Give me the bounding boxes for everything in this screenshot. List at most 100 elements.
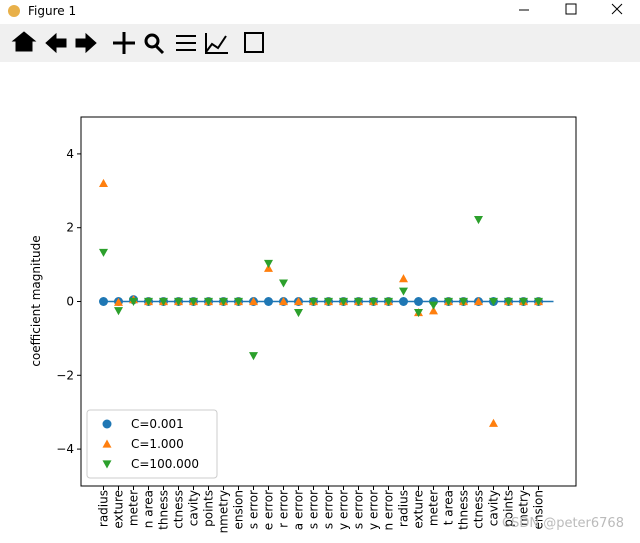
marker xyxy=(174,297,183,306)
marker xyxy=(414,297,423,306)
marker xyxy=(99,248,108,257)
x-tick-label: ension xyxy=(232,490,246,530)
x-tick-label: exture xyxy=(112,490,126,529)
x-tick-label: exture xyxy=(412,490,426,529)
x-tick-label: n error xyxy=(382,490,396,531)
marker xyxy=(102,419,112,429)
legend-label: C=0.001 xyxy=(131,417,184,431)
x-tick-label: ension xyxy=(532,490,546,530)
y-tick-label: 4 xyxy=(66,147,74,161)
x-tick-label: y error xyxy=(337,490,351,530)
marker xyxy=(384,297,393,306)
marker xyxy=(309,297,318,306)
x-tick-label: thness xyxy=(457,490,471,530)
marker xyxy=(414,308,423,318)
marker xyxy=(444,297,453,306)
x-tick-label: thness xyxy=(157,490,171,530)
marker xyxy=(114,307,123,316)
marker xyxy=(429,301,438,310)
marker xyxy=(489,418,498,427)
x-tick-label: s error xyxy=(247,490,261,529)
marker xyxy=(504,297,513,306)
marker xyxy=(354,297,363,306)
x-tick-label: t area xyxy=(442,490,456,525)
maximize-button[interactable] xyxy=(565,3,577,15)
x-tick-label: cavity xyxy=(187,490,201,526)
x-tick-label: cavity xyxy=(487,490,501,526)
title-bar xyxy=(0,0,640,24)
marker xyxy=(399,287,408,296)
marker xyxy=(324,297,333,306)
legend-label: C=1.000 xyxy=(131,437,184,451)
save-button[interactable] xyxy=(244,32,264,53)
marker xyxy=(534,297,543,306)
x-tick-label: radius xyxy=(97,490,111,527)
marker xyxy=(144,297,153,306)
marker xyxy=(474,297,483,306)
marker xyxy=(294,308,303,318)
zoom-button[interactable] xyxy=(144,33,165,55)
window-title: Figure 1 xyxy=(28,4,76,18)
x-tick-label: y error xyxy=(367,490,381,530)
subplots-button[interactable] xyxy=(176,35,196,51)
marker xyxy=(159,297,168,306)
legend-box xyxy=(86,409,218,479)
marker xyxy=(264,259,273,268)
marker xyxy=(459,297,468,306)
x-tick-label: s error xyxy=(352,490,366,529)
marker xyxy=(219,297,228,306)
marker xyxy=(264,297,273,306)
marker xyxy=(474,215,483,225)
x-tick-label: ctness xyxy=(472,490,486,529)
x-tick-label: radius xyxy=(397,490,411,527)
x-tick-label: e error xyxy=(262,490,276,530)
x-tick-label: a error xyxy=(292,490,306,530)
marker xyxy=(294,297,303,306)
marker xyxy=(99,178,108,188)
x-tick-label: points xyxy=(202,490,216,527)
watermark: CSDN @peter6768 xyxy=(502,516,624,531)
marker xyxy=(114,297,123,306)
app-icon xyxy=(8,5,20,17)
x-tick-label: meter xyxy=(427,490,441,526)
marker xyxy=(519,297,528,306)
home-button[interactable] xyxy=(11,31,37,52)
marker xyxy=(339,297,348,306)
y-tick-label: 0 xyxy=(66,295,74,309)
y-tick-label: −2 xyxy=(56,368,74,382)
marker xyxy=(489,297,498,306)
marker xyxy=(279,297,288,306)
x-tick-label: s error xyxy=(322,490,336,529)
x-tick-label: meter xyxy=(127,490,141,526)
marker xyxy=(102,460,112,469)
y-axis-label: coefficient magnitude xyxy=(29,235,43,366)
x-tick-label: s error xyxy=(307,490,321,529)
marker xyxy=(204,297,213,306)
legend-label: C=100.000 xyxy=(131,457,199,471)
y-tick-label: −4 xyxy=(56,442,74,456)
x-tick-label: metry xyxy=(517,490,531,526)
pan-button[interactable] xyxy=(113,32,135,54)
marker xyxy=(102,439,112,448)
x-tick-label: points xyxy=(502,490,516,527)
x-tick-label: ctness xyxy=(172,490,186,529)
marker xyxy=(99,297,108,306)
axes-frame xyxy=(80,116,577,487)
marker xyxy=(279,279,288,288)
close-button[interactable] xyxy=(611,3,623,15)
edit-axis-button[interactable] xyxy=(205,33,228,54)
x-tick-label: n area xyxy=(142,490,156,528)
x-tick-label: r error xyxy=(277,490,291,528)
marker xyxy=(399,274,408,283)
marker xyxy=(234,297,243,306)
marker xyxy=(369,297,378,306)
toolbar xyxy=(0,24,640,62)
marker xyxy=(129,297,138,306)
marker xyxy=(399,297,408,306)
marker xyxy=(189,297,198,306)
back-button[interactable] xyxy=(45,32,67,54)
marker xyxy=(429,306,438,315)
forward-button[interactable] xyxy=(75,32,97,54)
y-tick-label: 2 xyxy=(66,221,74,235)
